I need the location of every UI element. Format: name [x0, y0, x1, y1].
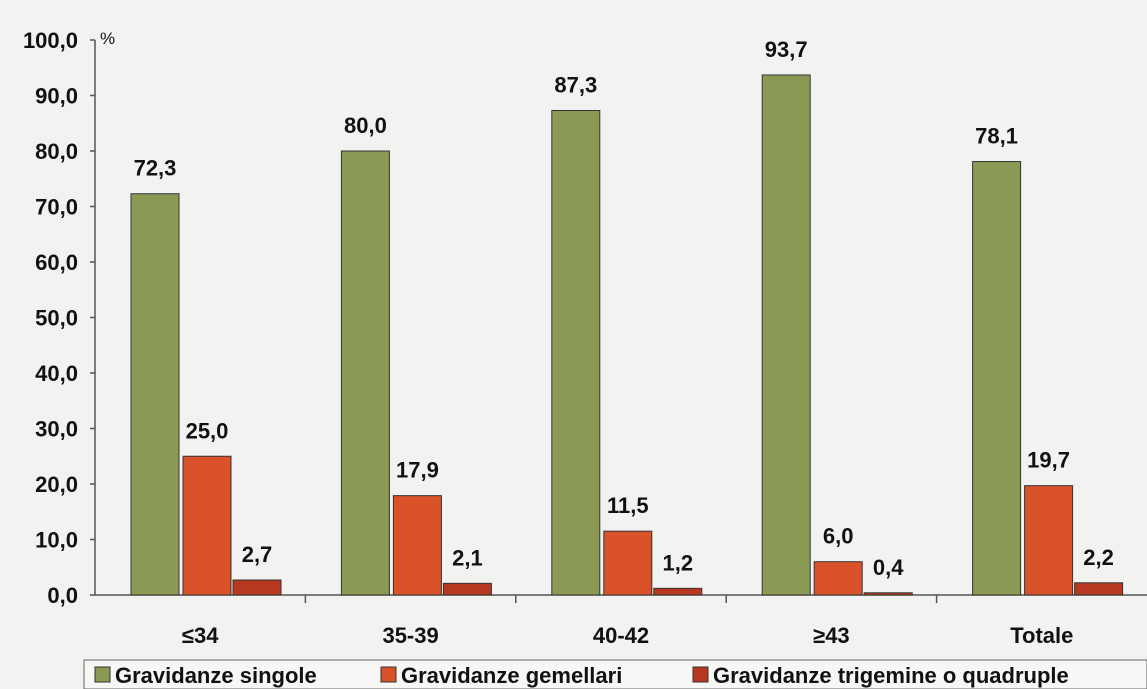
y-tick-label: 20,0: [35, 472, 78, 497]
data-label: 6,0: [823, 524, 854, 549]
bar: [1074, 582, 1124, 596]
data-label: 87,3: [554, 72, 597, 97]
axes: 0,0 10,0 20,0 30,0 40,0 50,0 60,0 70,0 80,0 90,0 1…: [23, 28, 1147, 648]
bar: [130, 193, 180, 596]
legend-label: Gravidanze gemellari: [401, 663, 622, 688]
bar: [442, 582, 492, 596]
y-tick-label: 10,0: [35, 528, 78, 553]
x-category-label: Totale: [1010, 623, 1073, 648]
y-tick-label: 80,0: [35, 139, 78, 164]
data-label: 0,4: [873, 555, 904, 580]
legend-swatch: [380, 666, 397, 683]
data-label: 72,3: [134, 156, 177, 181]
data-label: 1,2: [663, 550, 694, 575]
y-tick-label: 60,0: [35, 250, 78, 275]
bar: [340, 150, 390, 596]
legend-box: [83, 659, 1147, 689]
x-category-label: ≤34: [182, 623, 219, 648]
data-label: 2,1: [452, 545, 483, 570]
y-tick-label: 0,0: [47, 583, 78, 608]
y-tick-label: 100,0: [23, 28, 78, 53]
y-tick-label: 50,0: [35, 306, 78, 331]
bar: [603, 530, 653, 596]
legend: Gravidanze singole Gravidanze gemellari Gr…: [83, 659, 1147, 689]
legend-swatch: [94, 666, 111, 683]
data-label: 19,7: [1027, 448, 1070, 473]
bar: [1024, 485, 1074, 596]
y-tick-label: 70,0: [35, 195, 78, 220]
bar: [551, 109, 601, 596]
data-label: 93,7: [765, 37, 808, 62]
bar: [761, 74, 811, 596]
x-category-label: ≥43: [813, 623, 850, 648]
bar: [813, 561, 863, 596]
data-label: 11,5: [607, 493, 649, 518]
legend-swatch: [692, 666, 709, 683]
data-labels: 72,3 25,0 2,7 80,0 17,9 2,1 87,3 11,5 1,2 93,7 6,0…: [134, 37, 1114, 580]
bar: [392, 495, 442, 596]
bar: [972, 161, 1022, 596]
bar: [182, 455, 232, 596]
y-tick-label: 30,0: [35, 417, 78, 442]
data-label: 25,0: [186, 418, 229, 443]
y-unit-label: %: [100, 29, 115, 48]
x-category-label: 40-42: [593, 623, 649, 648]
y-tick-label: 90,0: [35, 84, 78, 109]
legend-label: Gravidanze singole: [115, 663, 317, 688]
bar: [232, 579, 282, 596]
legend-label: Gravidanze trigemine o quadruple: [713, 663, 1069, 688]
y-tick-label: 40,0: [35, 361, 78, 386]
data-label: 2,7: [242, 542, 273, 567]
data-label: 78,1: [975, 124, 1018, 149]
data-label: 2,2: [1083, 545, 1114, 570]
bar: [863, 592, 913, 596]
data-label: 17,9: [396, 458, 439, 483]
bar: [653, 587, 703, 596]
x-category-label: 35-39: [382, 623, 438, 648]
bars: [130, 74, 1124, 596]
data-label: 80,0: [344, 113, 387, 138]
